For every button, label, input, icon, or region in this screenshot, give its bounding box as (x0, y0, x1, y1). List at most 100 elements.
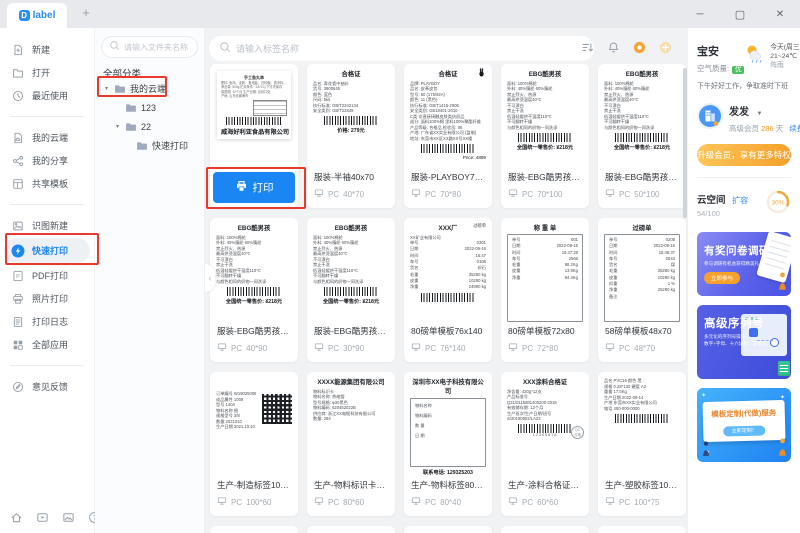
field-value: 35280 kg (657, 268, 675, 274)
preview-title: XXXX能源集团有限公司 (317, 379, 385, 386)
preview-line: 不可翻转干燥 (604, 119, 630, 125)
template-card-bangdan-76x140[interactable]: XXX厂 过磅单 XX矿业有限公司 单号 0301 日期 2022-09-16 时间 16:47… (404, 218, 492, 362)
size-value: 76*140 (440, 343, 466, 353)
preview-fields: 单号 0301 日期 2022-09-16 时间 16:47 车号 0168 货名 砂石 毛重 352… (410, 240, 486, 290)
template-card-stub-5[interactable] (598, 526, 686, 533)
sidebar-item-feedback[interactable]: 意见反馈 (0, 375, 94, 398)
sidebar-item-pdf-print[interactable]: P PDF打印 (0, 264, 94, 287)
expand-arrow-icon[interactable]: ▾ (115, 124, 119, 130)
sidebar-item-print-log[interactable]: 打印日志 (0, 310, 94, 333)
sidebar-item-recent[interactable]: 最近使用 (0, 84, 94, 107)
preview-line: 颜色: 蓝色 (313, 91, 333, 97)
tree-item-label: 22 (141, 121, 152, 132)
new-tab-button[interactable]: + (82, 5, 90, 20)
ad-join-button[interactable]: 立即参与 (704, 272, 741, 284)
badge-orange-icon[interactable] (632, 40, 646, 54)
gallery-icon[interactable] (62, 511, 75, 524)
label-search-input[interactable] (236, 43, 584, 54)
person-illustration (776, 437, 789, 461)
preview-title: 称 重 单 (533, 225, 557, 232)
template-card-plastic-100x75[interactable]: 品名 PVC16 颜色 黑规格 0.28*130 硬度 A2 重量 17.5Kg 生… (598, 372, 686, 516)
chevron-down-icon[interactable]: ▼ (756, 111, 763, 117)
sidebar-item-my-cloud[interactable]: 我的云端 (0, 126, 94, 149)
template-card-stub-3[interactable] (404, 526, 492, 533)
preview-line: 物料标识卡 (313, 388, 334, 394)
preview-line: 产地: 广东省XX实业有限公司 (监制) (410, 130, 477, 136)
sidebar-item-all-apps[interactable]: 全部应用 (0, 333, 94, 356)
ad-banner-serial[interactable]: 高级序列号 多元化的序列号操作， 数字+字母、十六进制、自定义... (697, 305, 791, 379)
sort-icon[interactable] (580, 40, 594, 54)
template-card-playboy-70x80[interactable]: 合格证 品牌: PLAYBOY 品名: 皮革皮包 型号: 50 (175/92A) 颜色… (404, 64, 492, 208)
sidebar-item-image-new[interactable]: 识图新建 (0, 214, 94, 237)
preview-text: 面料: 100%棉纶 外料: 40%腈纶 60%腈纶 禁止烈火、热源 最高烘烫温度40… (313, 235, 389, 285)
template-card-ebg-30x90[interactable]: EBG酷男孩 面料: 100%棉纶 外料: 40%腈纶 60%腈纶 禁止烈火、热源 最高… (307, 218, 395, 362)
tree-item-quick-print[interactable]: 快速打印 (101, 136, 198, 155)
card-preview: XXXX能源集团有限公司 物料标识卡 物料名称: 热缩管 型号规格: φ30黑色 物料编… (307, 372, 395, 476)
folder-search-input[interactable] (124, 42, 194, 52)
app-logo-icon (18, 10, 30, 21)
close-icon[interactable] (774, 9, 786, 20)
template-card-material-label-80x40[interactable]: 深圳市XX电子科技有限公司 物料名称 物料编码数 量日 期联系电话: 1293252… (404, 372, 492, 516)
expand-storage-link[interactable]: 扩容 (732, 195, 749, 205)
scrollbar-thumb[interactable] (683, 68, 687, 218)
upgrade-membership-button[interactable]: 升级会员，享有更多特权 (697, 144, 791, 166)
app-tab[interactable]: label (7, 3, 67, 28)
template-card-bangdan-48x70[interactable]: 过磅单 单号 0208 日期 2022-09-16 时间 16:46:37 车号 0543 货名 煤… (598, 218, 686, 362)
preview-footer: 联系电话: 129325203 (423, 470, 473, 476)
folder-search-box[interactable] (101, 36, 198, 58)
template-card-ebg-40x90[interactable]: EBG酷男孩 面料: 100%棉纶 外料: 40%腈纶 60%腈纶 禁止烈火、热源 最高… (210, 218, 298, 362)
minimize-icon[interactable] (694, 9, 706, 20)
preview-title: 深圳市XX电子科技有限公司 (412, 379, 484, 395)
size-value: 70*100 (537, 189, 563, 199)
template-card-stub-2[interactable] (307, 526, 395, 533)
sidebar-item-quick-print[interactable]: 快速打印 (4, 238, 90, 263)
avatar[interactable] (697, 102, 723, 134)
field-key: 日期 (410, 246, 419, 252)
expand-arrow-icon[interactable]: ▾ (104, 86, 108, 92)
sidebar-item-new[interactable]: 新建 (0, 38, 94, 61)
preview-line: XX矿业有限公司 (410, 234, 441, 240)
template-card-banxiu-40x70[interactable]: 合格证 品名: 青花瓷中袖衫 货号: 3900645 颜色: 蓝色 尺码: 5码 执行标准… (307, 64, 395, 208)
template-size-row: PC 30*90 (314, 342, 388, 354)
size-value: 100*75 (634, 497, 660, 507)
template-card-stub-4[interactable] (501, 526, 589, 533)
maximize-icon[interactable] (734, 8, 746, 21)
ad-customize-button[interactable]: 立即定制！ (723, 424, 765, 437)
template-card-material-card-80x60[interactable]: XXXX能源集团有限公司 物料标识卡 物料名称: 热缩管 型号规格: φ30黑色 物料编… (307, 372, 395, 516)
label-search-box[interactable] (209, 36, 594, 61)
panel-collapse-handle[interactable] (205, 264, 215, 292)
template-card-bangdan-72x80[interactable]: 称 重 单单号 001 日期 2022-09-16 时间 16:47:28 车号 2566 毛重… (501, 218, 589, 362)
preview-line: 最高烘烫温度40℃ (216, 251, 251, 257)
template-card-mfg-label-100x60[interactable]: 订单编号 W19025008 成品属性 1009 型号 1404 物料名称 捆规格型号… (210, 372, 298, 516)
ad-banner-survey[interactable]: 有奖问卷调研 参与调研有机会获得精美礼品 立即参与 (697, 232, 791, 296)
field-value: 10290 kg (657, 274, 675, 280)
template-card-print-hover[interactable]: 手工鱼丸串 配料: 鱼肉、淀粉、食用盐、白砂糖、香辛料、水 净含量: 500g 贮存… (210, 64, 298, 208)
flow-node (749, 328, 758, 337)
print-button[interactable]: 打印 (213, 172, 295, 203)
barcode (517, 424, 573, 434)
template-card-ebg-50x100[interactable]: EBG酷男孩 面料: 100%棉纶 外料: 40%腈纶 60%腈纶 禁止烈火、热源 最高… (598, 64, 686, 208)
badge-yellow-icon[interactable] (658, 40, 672, 54)
sidebar-item-my-share[interactable]: 我的分享 (0, 149, 94, 172)
template-card-stub-1[interactable] (210, 526, 298, 533)
tree-item-folder-22[interactable]: ▾ 22 (101, 117, 198, 136)
preview-line: 外料: 40%腈纶 60%腈纶 (604, 86, 650, 92)
renew-link[interactable]: 续费 (789, 124, 800, 133)
home-icon[interactable] (10, 511, 23, 524)
category-all[interactable]: 全部分类 (103, 69, 142, 80)
video-icon[interactable] (36, 511, 49, 524)
template-card-coating-cert-60x60[interactable]: XXX涂料合格证 净含量: 420g*12支 产品标准号 Q31/0115881400… (501, 372, 589, 516)
tree-item-my-cloud[interactable]: ▾ 我的云端 (101, 79, 198, 98)
preview-line: 低温轻缓烘干温度110℃ (313, 267, 358, 273)
sidebar-item-open[interactable]: 打开 (0, 61, 94, 84)
field-key: 毛重 (609, 268, 618, 274)
template-card-ebg-70x100[interactable]: EBG酷男孩 面料: 100%棉纶 外料: 40%腈纶 60%腈纶 禁止烈火、热源 最高… (501, 64, 589, 208)
sidebar-item-shared-templates[interactable]: 共享模板 (0, 172, 94, 195)
preview-text: 面料: 100%棉纶 外料: 40%腈纶 60%腈纶 禁止烈火、热源 最高烘烫温度40… (507, 81, 583, 131)
sidebar-item-photo-print[interactable]: 照片打印 (0, 287, 94, 310)
folder-icon (114, 83, 126, 94)
user-profile[interactable]: 发发 ▼ 高级会员 286 天 续费 (697, 102, 800, 134)
bell-icon[interactable] (606, 40, 620, 54)
tree-item-folder-123[interactable]: 123 (101, 98, 198, 117)
